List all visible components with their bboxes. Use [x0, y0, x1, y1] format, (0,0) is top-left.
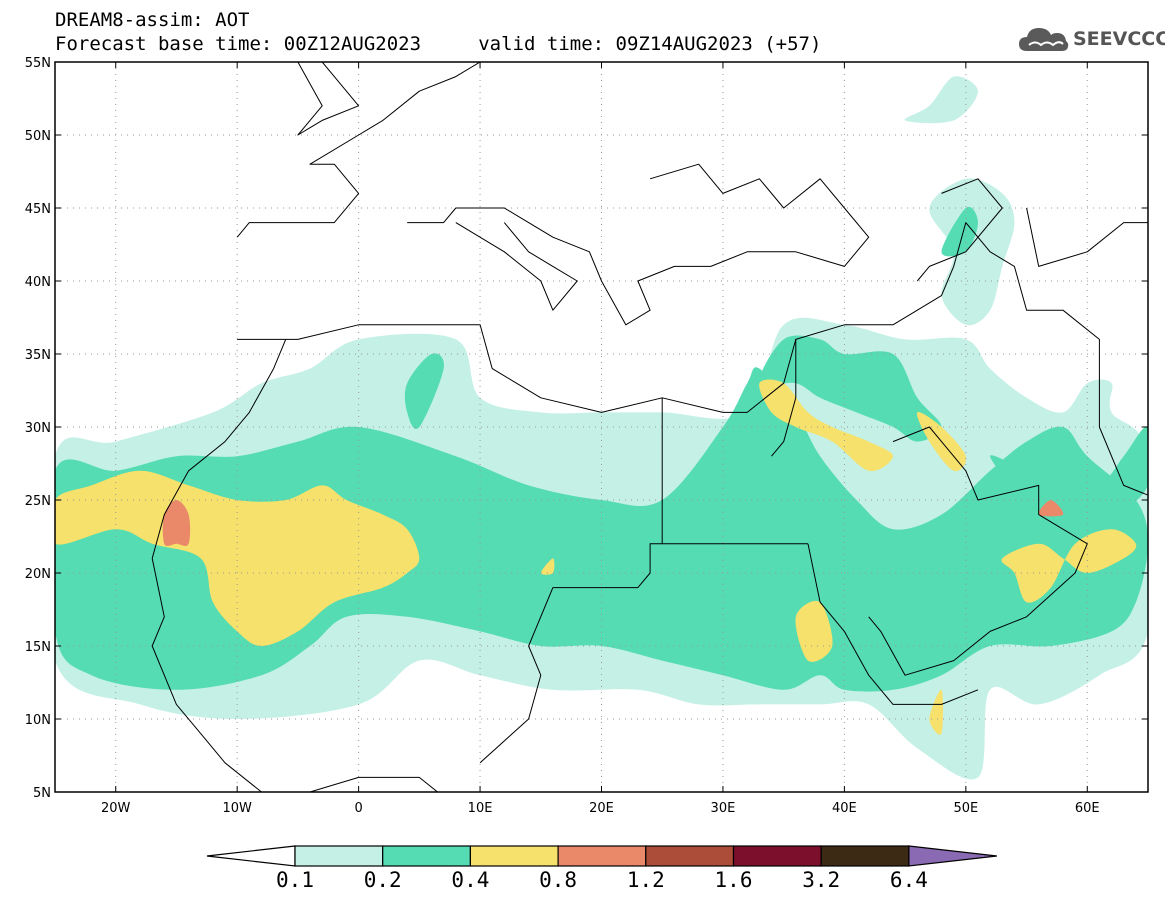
- x-tick-label: 20W: [101, 801, 131, 816]
- y-axis-ticks: 5N 10N 15N 20N 25N 30N 35N 40N 45N 50N 55N: [25, 56, 1148, 801]
- y-tick-label: 45N: [25, 202, 51, 217]
- y-tick-label: 15N: [25, 640, 51, 655]
- colorbar-low-arrow: [206, 845, 296, 867]
- border-line-7: [807, 543, 979, 705]
- border-line-12: [455, 222, 578, 311]
- colorbar-level-label: 0.1: [276, 868, 314, 892]
- x-tick-label: 30E: [711, 801, 736, 816]
- x-tick-label: 20E: [589, 801, 614, 816]
- y-tick-label: 50N: [25, 129, 51, 144]
- border-line-1: [237, 324, 797, 413]
- aot-region-0.4-0.8-2: [759, 379, 893, 472]
- x-tick-label: 40E: [832, 801, 857, 816]
- border-line-14: [916, 178, 1003, 282]
- logo-text: SEEVCCC: [1073, 28, 1165, 50]
- aot-region-0.4-0.8-1: [55, 470, 420, 646]
- border-line-3: [151, 558, 262, 792]
- aot-region-0.1-0.2-2: [929, 178, 1015, 326]
- colorbar-level-label: 3.2: [802, 868, 841, 892]
- aot-region-0.4-0.8-4: [1001, 529, 1137, 603]
- colorbar-swatch: [645, 845, 735, 867]
- border-line-13: [297, 62, 360, 136]
- aot-region-0.2-0.4-1: [55, 367, 1148, 692]
- country-borders: [151, 62, 1148, 792]
- y-tick-label: 10N: [25, 713, 51, 728]
- aot-region-0.4-0.8-5: [795, 600, 833, 662]
- y-tick-label: 5N: [33, 786, 51, 801]
- aot-region-0.2-0.4-4: [404, 353, 444, 429]
- x-axis-ticks: 20W 10W 0 10E 20E 30E 40E 50E 60E: [101, 62, 1100, 816]
- colorbar-level-label: 6.4: [889, 868, 928, 892]
- x-tick-label: 60E: [1075, 801, 1100, 816]
- cloud-icon: [1019, 28, 1069, 51]
- border-line-11: [407, 163, 870, 326]
- colorbar-high-arrow: [908, 845, 997, 867]
- colorbar-level-label: 1.6: [714, 868, 753, 892]
- y-tick-label: 20N: [25, 567, 51, 582]
- colorbar-swatch: [732, 845, 822, 867]
- border-line-4: [261, 776, 468, 792]
- colorbar-level-label: 0.8: [539, 868, 578, 892]
- colorbar-swatch: [469, 845, 559, 867]
- border-line-15: [1026, 207, 1148, 267]
- aot-region-0.4-0.8-7: [929, 689, 944, 735]
- colorbar-level-label: 0.2: [363, 868, 402, 892]
- aot-region-0.8-1.2-1: [162, 500, 191, 546]
- y-tick-label: 30N: [25, 421, 51, 436]
- x-tick-label: 50E: [953, 801, 978, 816]
- y-tick-label: 40N: [25, 275, 51, 290]
- forecast-time-line: Forecast base time: 00Z12AUG2023 valid t…: [55, 33, 822, 55]
- x-tick-label: 0: [354, 801, 362, 816]
- border-line-5: [479, 543, 808, 764]
- map-title: DREAM8-assim: AOT: [55, 9, 250, 31]
- colorbar-swatch: [820, 845, 910, 867]
- y-tick-label: 25N: [25, 494, 51, 509]
- aot-region-0.4-0.8-6: [540, 558, 555, 575]
- colorbar: [206, 845, 997, 867]
- colorbar-level-label: 0.4: [451, 868, 490, 892]
- aot-region-0.2-0.4-2: [759, 335, 942, 442]
- x-tick-label: 10W: [222, 801, 252, 816]
- colorbar-swatch: [557, 845, 647, 867]
- aot-region-0.8-1.2-2: [1038, 500, 1064, 517]
- border-line-10: [236, 62, 481, 238]
- y-tick-label: 35N: [25, 348, 51, 363]
- colorbar-swatch: [294, 845, 384, 867]
- y-tick-label: 55N: [25, 56, 51, 71]
- aot-region-0.1-0.2-3: [904, 76, 978, 124]
- aot-region-0.2-0.4-5: [941, 206, 978, 257]
- colorbar-level-label: 1.2: [626, 868, 665, 892]
- border-line-2: [151, 339, 287, 559]
- x-tick-label: 10E: [468, 801, 493, 816]
- border-line-8: [771, 222, 1148, 496]
- aot-region-0.2-0.4-3: [990, 426, 1148, 518]
- colorbar-swatch: [382, 845, 472, 867]
- border-line-9: [868, 426, 1088, 676]
- seevccc-logo: SEEVCCC: [1017, 22, 1165, 56]
